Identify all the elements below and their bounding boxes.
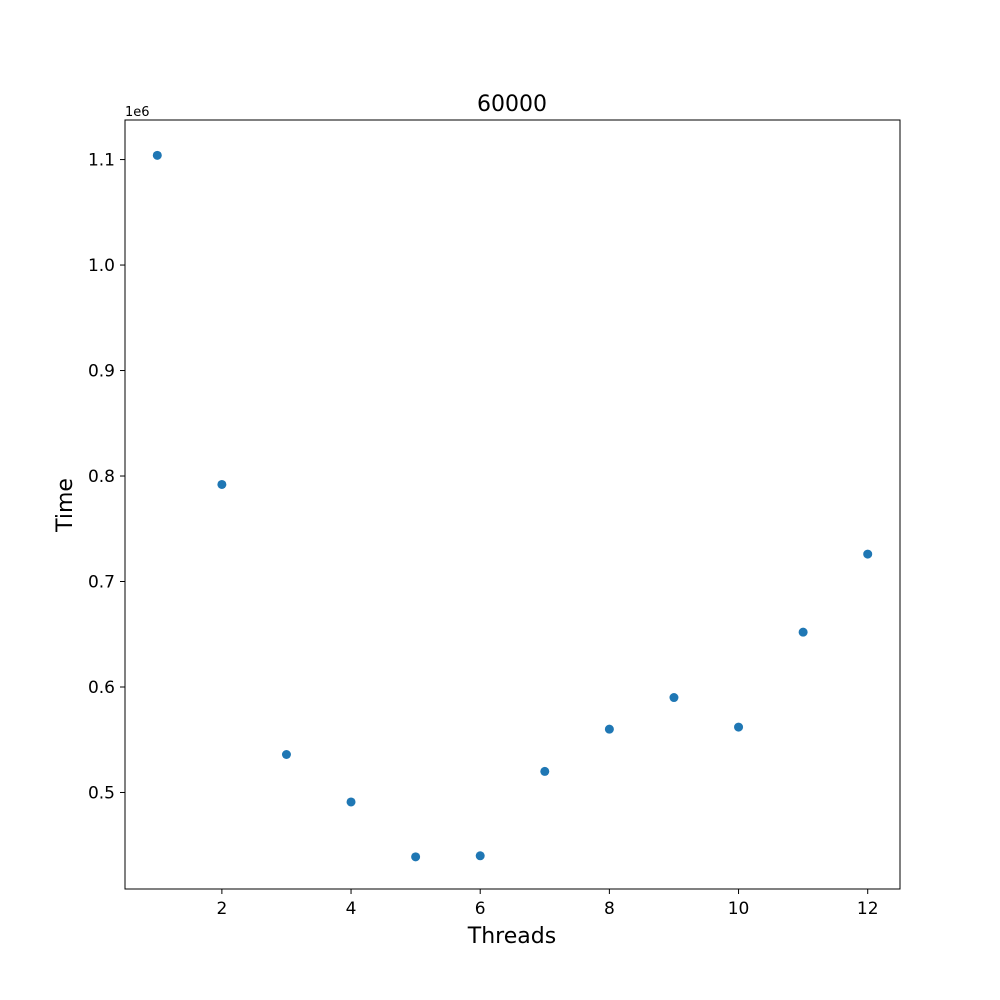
x-tick-label: 4 xyxy=(346,899,357,919)
x-tick-label: 6 xyxy=(475,899,486,919)
y-tick-label: 0.6 xyxy=(88,678,115,698)
y-offset-label: 1e6 xyxy=(125,105,150,120)
x-tick-label: 8 xyxy=(604,899,615,919)
y-tick-label: 1.0 xyxy=(88,256,115,276)
data-point xyxy=(863,549,873,559)
x-tick-label: 12 xyxy=(857,899,879,919)
data-point xyxy=(217,479,227,489)
data-point xyxy=(411,852,421,862)
data-point xyxy=(798,627,808,637)
y-axis-label: Time xyxy=(53,478,78,533)
data-point xyxy=(734,722,744,732)
data-point xyxy=(152,150,162,160)
data-point xyxy=(475,851,485,861)
y-tick-label: 0.5 xyxy=(88,783,115,803)
chart-title: 60000 xyxy=(477,92,547,117)
y-tick-label: 0.8 xyxy=(88,467,115,487)
y-axis-ticks: 0.5 0.6 0.7 0.8 0.9 1.0 1.1 xyxy=(88,151,125,803)
plot-frame xyxy=(124,119,901,890)
data-point xyxy=(281,750,291,760)
data-point xyxy=(540,766,550,776)
y-tick-label: 0.9 xyxy=(88,362,115,382)
y-tick-label: 1.1 xyxy=(88,151,115,171)
x-tick-label: 2 xyxy=(216,899,227,919)
x-axis-ticks: 2 4 6 8 10 12 xyxy=(216,889,879,919)
data-point xyxy=(604,724,614,734)
x-tick-label: 10 xyxy=(728,899,750,919)
scatter-points xyxy=(152,150,873,862)
y-tick-label: 0.7 xyxy=(88,573,115,593)
data-point xyxy=(346,797,356,807)
x-axis-label: Threads xyxy=(467,924,556,949)
data-point xyxy=(669,693,679,703)
